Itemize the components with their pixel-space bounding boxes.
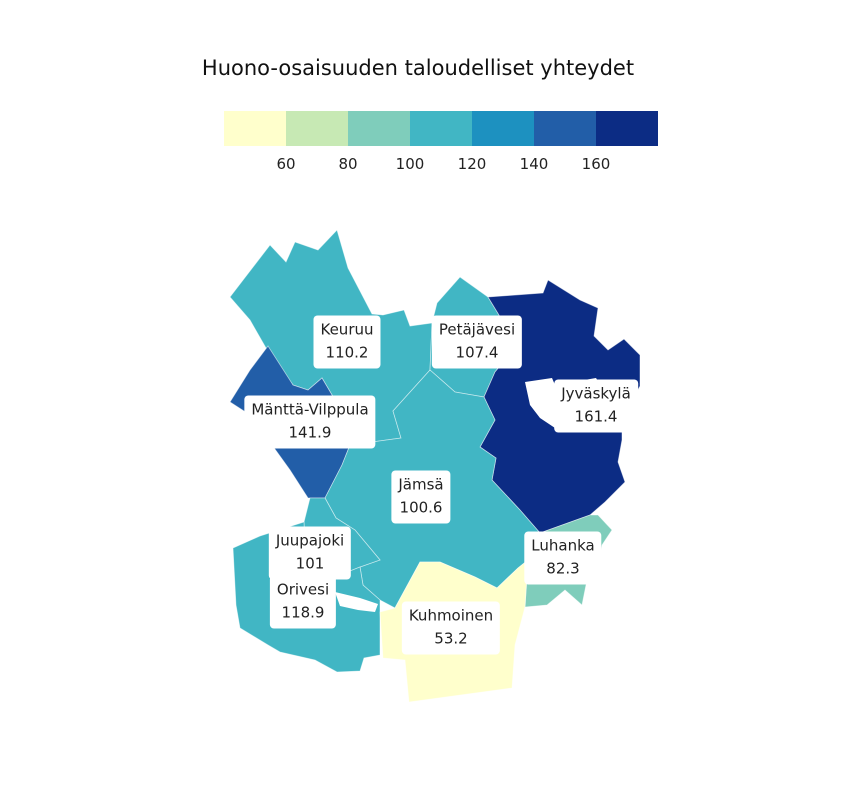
legend-swatch [596, 111, 658, 146]
map-title: Huono-osaisuuden taloudelliset yhteydet [201, 56, 635, 80]
region-label-jyvaskyla: Jyväskylä 161.4 [554, 379, 638, 433]
region-value: 141.9 [288, 423, 332, 442]
region-label-juupajoki: Juupajoki 101 [268, 526, 352, 580]
legend-swatch [410, 111, 472, 146]
region-value: 82.3 [546, 559, 580, 578]
region-value: 110.2 [325, 343, 369, 362]
region-label-kuhmoinen: Kuhmoinen 53.2 [401, 601, 501, 655]
region-label-keuruu: Keuruu 110.2 [313, 315, 381, 369]
region-value: 161.4 [574, 407, 618, 426]
region-name: Petäjävesi [438, 320, 516, 339]
region-value: 101 [295, 554, 325, 573]
region-name: Jyväskylä [561, 384, 631, 403]
legend-swatch [286, 111, 348, 146]
region-name: Luhanka [531, 536, 595, 555]
region-name: Orivesi [276, 580, 330, 599]
region-value: 53.2 [434, 629, 468, 648]
region-name: Juupajoki [275, 531, 345, 550]
region-label-mantta-vilppula: Mänttä-Vilppula 141.9 [244, 395, 376, 449]
region-label-jamsa: Jämsä 100.6 [391, 470, 451, 524]
color-legend [224, 111, 658, 146]
region-label-petajavesi: Petäjävesi 107.4 [431, 315, 523, 369]
region-value: 100.6 [399, 498, 443, 517]
region-name: Mänttä-Vilppula [251, 400, 369, 419]
legend-tick: 80 [338, 155, 358, 173]
region-value: 118.9 [281, 603, 325, 622]
region-value: 107.4 [455, 343, 499, 362]
region-label-luhanka: Luhanka 82.3 [524, 531, 602, 585]
region-label-orivesi: Orivesi 118.9 [269, 575, 337, 629]
legend-tick: 140 [519, 155, 549, 173]
region-name: Jämsä [398, 475, 444, 494]
legend-swatch [534, 111, 596, 146]
region-name: Keuruu [320, 320, 374, 339]
lake-shape [335, 592, 378, 612]
region-name: Kuhmoinen [408, 606, 494, 625]
legend-tick: 60 [276, 155, 296, 173]
legend-swatch [224, 111, 286, 146]
legend-swatch [348, 111, 410, 146]
legend-tick: 100 [395, 155, 425, 173]
legend-swatch [472, 111, 534, 146]
legend-tick: 160 [581, 155, 611, 173]
legend-tick: 120 [457, 155, 487, 173]
